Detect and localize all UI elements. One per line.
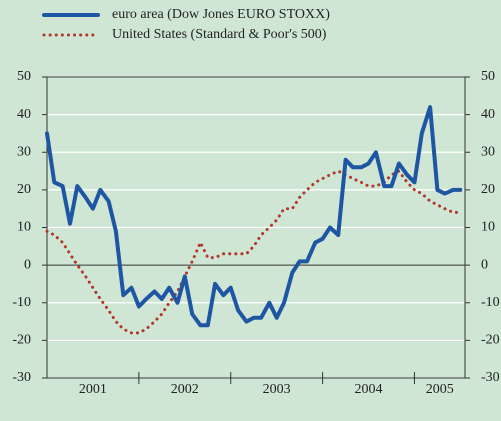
y-tick-label: 20 [17, 182, 31, 197]
y2-tick-label: 0 [481, 257, 488, 272]
y2-tick-label: -30 [481, 370, 500, 385]
y2-tick-label: 50 [481, 69, 495, 84]
y2-tick-label: 20 [481, 182, 495, 197]
legend-label: euro area (Dow Jones EURO STOXX) [112, 7, 330, 22]
series-line [45, 169, 462, 335]
x-tick-label: 2003 [263, 382, 291, 397]
y-tick-label: -10 [12, 295, 31, 310]
legend-label: United States (Standard & Poor's 500) [112, 27, 327, 42]
y-tick-label: 10 [17, 220, 31, 235]
x-tick-label: 2001 [79, 382, 107, 397]
y-tick-label: 30 [17, 144, 31, 159]
y2-tick-label: 40 [481, 107, 495, 122]
plot-frame [46, 76, 466, 379]
y2-tick-label: -20 [481, 333, 500, 348]
y2-tick-label: -10 [481, 295, 500, 310]
y2-tick-label: 30 [481, 144, 495, 159]
y-tick-label: -20 [12, 333, 31, 348]
series-line [45, 105, 463, 328]
y2-tick-label: 10 [481, 220, 495, 235]
x-tick-label: 2005 [426, 382, 454, 397]
y-tick-label: 0 [24, 257, 31, 272]
y-tick-label: 40 [17, 107, 31, 122]
x-tick-label: 2002 [171, 382, 199, 397]
y-tick-label: -30 [12, 370, 31, 385]
y-tick-label: 50 [17, 69, 31, 84]
x-tick-label: 2004 [355, 382, 383, 397]
